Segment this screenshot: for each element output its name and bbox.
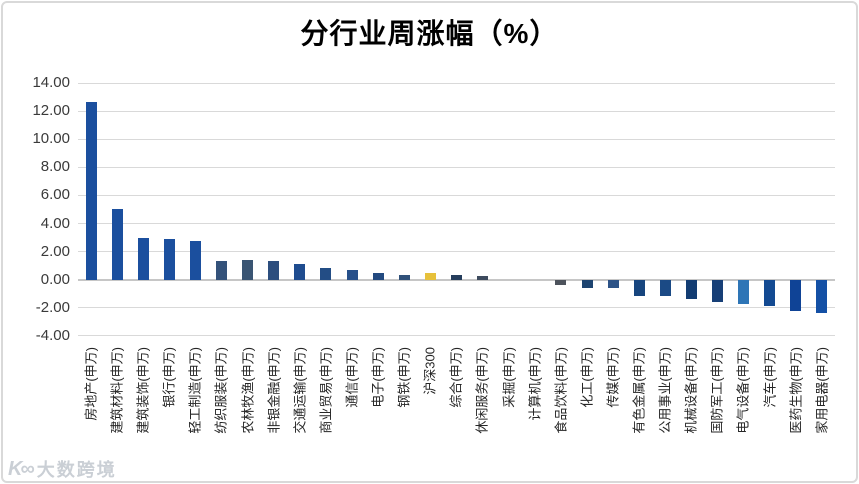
y-axis-label: 4.00 (40, 214, 70, 232)
gridline (78, 307, 835, 309)
x-axis-label: 汽车(申万) (762, 347, 778, 408)
x-axis-label: 计算机(申万) (527, 347, 543, 421)
bar (790, 279, 802, 311)
bar (242, 260, 254, 280)
bar (633, 279, 645, 296)
gridline (78, 251, 835, 253)
watermark: K∞ 大数跨境 (8, 456, 117, 482)
x-axis-label: 非银金融(申万) (266, 347, 282, 434)
bar (268, 260, 280, 280)
y-axis-label: 2.00 (40, 242, 70, 260)
x-axis-label: 纺织服装(申万) (214, 347, 230, 434)
x-axis-label: 交通运输(申万) (292, 347, 308, 434)
x-axis-label: 化工(申万) (579, 347, 595, 408)
y-axis-label: 8.00 (40, 158, 70, 176)
bar (216, 261, 228, 280)
x-axis-label: 公用事业(申万) (657, 347, 673, 434)
bar (738, 279, 750, 305)
bar (581, 279, 593, 289)
bar (137, 237, 149, 280)
x-axis-label: 商业贸易(申万) (318, 347, 334, 434)
y-axis-label: 6.00 (40, 186, 70, 204)
gridline (78, 278, 835, 281)
x-axis-label: 建筑材料(申万) (109, 347, 125, 434)
x-axis-label: 电气设备(申万) (736, 347, 752, 434)
y-axis-label: 0.00 (40, 270, 70, 288)
gridline (78, 110, 835, 112)
bar (346, 269, 358, 280)
bar (163, 238, 175, 280)
x-axis-label: 钢铁(申万) (396, 347, 412, 408)
gridline (78, 223, 835, 224)
gridline (78, 335, 835, 337)
x-axis-label: 机械设备(申万) (683, 347, 699, 434)
x-axis-label: 采掘(申万) (501, 347, 517, 408)
bar (685, 279, 697, 300)
y-axis-label: 12.00 (32, 102, 70, 120)
bar (85, 101, 97, 280)
bar (555, 279, 567, 286)
bar (712, 279, 724, 303)
x-axis-label: 农林牧渔(申万) (240, 347, 256, 434)
chart-title: 分行业周涨幅（%） (300, 18, 559, 49)
x-axis-label: 传媒(申万) (605, 347, 621, 408)
x-axis-label: 通信(申万) (344, 347, 360, 408)
bar (294, 263, 306, 280)
x-axis-label: 沪深300 (422, 347, 438, 395)
x-axis-label: 有色金属(申万) (631, 347, 647, 434)
bar (659, 279, 671, 296)
watermark-logo-icon: K∞ (8, 457, 35, 480)
x-axis-label: 食品饮料(申万) (553, 347, 569, 434)
bar (816, 279, 828, 313)
bar (424, 272, 436, 280)
x-axis-label: 家用电器(申万) (814, 347, 830, 434)
gridline (78, 166, 835, 168)
x-axis-label: 建筑装饰(申万) (135, 347, 151, 434)
y-axis-label: -2.00 (35, 298, 70, 316)
y-axis-label: -4.00 (35, 326, 70, 344)
gridline (78, 82, 835, 84)
watermark-text: 大数跨境 (36, 460, 117, 480)
x-axis-label: 轻工制造(申万) (187, 347, 203, 434)
x-axis-label: 银行(申万) (161, 347, 177, 408)
bar (372, 272, 384, 280)
bar (451, 274, 462, 280)
bar (764, 279, 776, 306)
gridline (78, 138, 835, 140)
bar (111, 209, 123, 280)
bar (398, 274, 410, 280)
x-axis-label: 医药生物(申万) (788, 347, 804, 434)
y-axis-label: 10.00 (32, 130, 70, 148)
bar (189, 241, 201, 280)
x-axis-label: 国防军工(申万) (710, 347, 726, 434)
bar (607, 279, 619, 289)
gridline (78, 194, 835, 196)
bar (477, 276, 489, 280)
x-axis-label: 电子(申万) (370, 347, 386, 408)
x-axis-label: 综合(申万) (449, 347, 464, 408)
y-axis-label: 14.00 (32, 74, 70, 91)
x-axis-label: 休闲服务(申万) (475, 347, 491, 434)
bar (320, 267, 332, 280)
x-axis-label: 房地产(申万) (83, 347, 99, 421)
